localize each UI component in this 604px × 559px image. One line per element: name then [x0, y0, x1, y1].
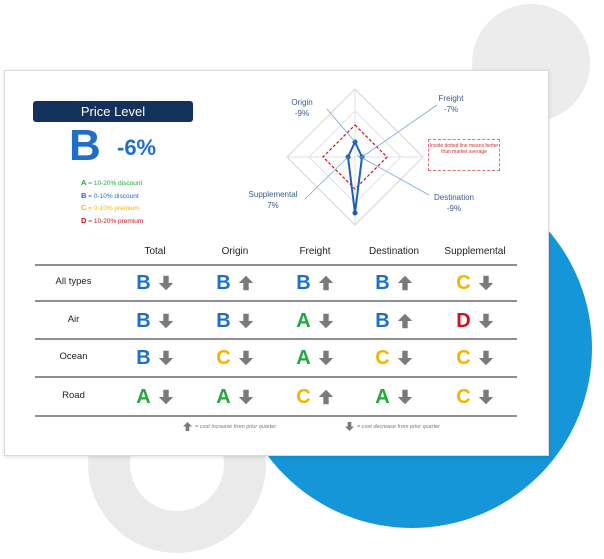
footnote-down: = cost decrease from prior quarter — [345, 422, 440, 431]
col-header-origin: Origin — [221, 246, 249, 257]
arrow-down-icon — [238, 313, 253, 329]
grade-letter: C — [375, 346, 390, 369]
price-report-card: Price Level B -6% A = 10-20% discount B … — [4, 70, 549, 456]
row-label-road: Road — [62, 390, 85, 401]
legend-item-d: D = 10-20% premium — [81, 215, 144, 225]
grade-letter: B — [136, 271, 151, 294]
arrow-down-icon — [397, 389, 412, 405]
grade-cell: B — [125, 309, 185, 333]
grade-letter: A — [296, 309, 311, 332]
grade-letter: C — [296, 385, 311, 408]
table-divider — [35, 338, 517, 340]
arrow-down-icon — [478, 389, 493, 405]
row-label-ocean: Ocean — [59, 351, 88, 362]
grade-cell: C — [445, 346, 505, 370]
arrow-down-icon — [158, 389, 173, 405]
table-divider — [35, 300, 517, 302]
arrow-down-icon — [238, 350, 253, 366]
grade-letter: B — [296, 271, 311, 294]
grade-cell: B — [205, 271, 265, 295]
grade-letter: B — [375, 271, 390, 294]
table-divider — [35, 415, 517, 417]
row-label-air: Air — [67, 314, 80, 325]
grade-letter: B — [375, 309, 390, 332]
arrow-up-icon — [238, 275, 253, 291]
arrow-down-icon — [345, 422, 354, 431]
grade-letter: C — [216, 346, 231, 369]
table-divider — [35, 376, 517, 378]
arrow-down-icon — [478, 275, 493, 291]
radar-chart — [286, 88, 438, 226]
col-header-supplemental: Supplemental — [444, 246, 506, 257]
radar-point-destination — [352, 210, 358, 216]
col-header-freight: Freight — [299, 246, 331, 257]
callout-origin — [326, 108, 356, 143]
legend-item-c: C = 0-10% premium — [81, 203, 140, 212]
row-label-all-types: All types — [55, 276, 92, 287]
grade-cell: D — [445, 309, 505, 333]
grade-letter: A — [216, 385, 231, 408]
grade-letter: C — [456, 385, 471, 408]
market-average-note: Inside dotted line means better than mar… — [428, 139, 500, 171]
grade-cell: B — [285, 271, 345, 295]
radar-label-freight: Freight -7% — [438, 94, 464, 114]
grade-cell: A — [285, 346, 345, 370]
callout-supplemental — [304, 156, 349, 200]
grade-cell: A — [285, 309, 345, 333]
grade-letter: A — [296, 346, 311, 369]
grade-letter: B — [216, 309, 231, 332]
overall-change: -6% — [117, 135, 157, 160]
col-header-total: Total — [144, 246, 166, 257]
arrow-down-icon — [478, 313, 493, 329]
arrow-up-icon — [183, 422, 192, 431]
grade-cell: C — [445, 271, 505, 295]
arrow-up-icon — [318, 275, 333, 291]
arrow-down-icon — [397, 350, 412, 366]
grade-cell: C — [445, 385, 505, 409]
grade-cell: A — [205, 385, 265, 409]
grade-letter: B — [136, 309, 151, 332]
radar-label-supplemental: Supplemental 7% — [248, 190, 298, 210]
market-average-boundary — [322, 124, 388, 190]
legend-item-a: A = 10-20% discount — [81, 178, 143, 187]
arrow-up-icon — [397, 275, 412, 291]
grade-cell: A — [364, 385, 424, 409]
callout-freight — [361, 104, 438, 158]
footnote-up: = cost increase from prior quarter — [183, 422, 276, 431]
arrow-up-icon — [318, 389, 333, 405]
grade-letter: A — [375, 385, 390, 408]
arrow-down-icon — [158, 313, 173, 329]
grade-cell: C — [364, 346, 424, 370]
arrow-down-icon — [318, 313, 333, 329]
arrow-down-icon — [478, 350, 493, 366]
grade-cell: B — [364, 271, 424, 295]
grade-letter: B — [216, 271, 231, 294]
grade-cell: C — [205, 346, 265, 370]
grade-cell: B — [125, 346, 185, 370]
overall-grade: B — [69, 121, 101, 170]
grade-cell: C — [285, 385, 345, 409]
grade-letter: D — [456, 309, 471, 332]
grade-cell: A — [125, 385, 185, 409]
arrow-down-icon — [238, 389, 253, 405]
grade-cell: B — [205, 309, 265, 333]
radar-label-origin: Origin -9% — [291, 98, 313, 118]
grade-letter: B — [136, 346, 151, 369]
grade-cell: B — [364, 309, 424, 333]
grade-letter: C — [456, 346, 471, 369]
arrow-up-icon — [397, 313, 412, 329]
grade-letter: C — [456, 271, 471, 294]
table-divider — [35, 264, 517, 266]
callout-destination — [356, 154, 430, 196]
radar-label-destination: Destination -9% — [433, 193, 475, 213]
legend-item-b: B = 0-10% discount — [81, 190, 139, 200]
price-level-banner: Price Level — [33, 101, 193, 122]
arrow-down-icon — [318, 350, 333, 366]
arrow-down-icon — [158, 275, 173, 291]
grade-legend: A = 10-20% discount B = 0-10% discount C… — [81, 177, 143, 227]
grade-cell: B — [125, 271, 185, 295]
grade-letter: A — [136, 385, 151, 408]
col-header-destination: Destination — [368, 246, 420, 257]
arrow-down-icon — [158, 350, 173, 366]
